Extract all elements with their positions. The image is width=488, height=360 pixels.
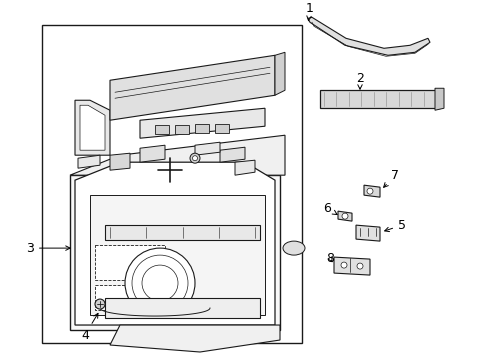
Text: 8: 8	[325, 252, 333, 265]
Polygon shape	[70, 175, 280, 330]
Polygon shape	[140, 145, 164, 162]
Polygon shape	[434, 88, 443, 110]
Polygon shape	[333, 257, 369, 275]
Polygon shape	[195, 142, 220, 155]
Polygon shape	[319, 90, 439, 108]
Polygon shape	[235, 160, 254, 175]
Circle shape	[132, 255, 187, 311]
Text: 6: 6	[323, 202, 336, 215]
Polygon shape	[140, 108, 264, 138]
Polygon shape	[105, 298, 260, 318]
Polygon shape	[75, 100, 110, 155]
Polygon shape	[274, 52, 285, 95]
Polygon shape	[80, 105, 105, 150]
Text: 4: 4	[81, 313, 98, 342]
Circle shape	[95, 299, 105, 309]
Polygon shape	[110, 325, 280, 352]
Polygon shape	[363, 185, 379, 197]
Bar	[175, 125, 189, 134]
Polygon shape	[90, 195, 264, 315]
Circle shape	[142, 265, 178, 301]
Text: 1: 1	[305, 2, 313, 21]
Bar	[95, 245, 164, 280]
Polygon shape	[220, 147, 244, 162]
Polygon shape	[355, 225, 379, 241]
Circle shape	[356, 263, 362, 269]
Bar	[195, 124, 208, 133]
Circle shape	[340, 262, 346, 268]
Bar	[215, 124, 228, 133]
Polygon shape	[78, 155, 100, 168]
Circle shape	[366, 188, 372, 194]
Polygon shape	[75, 162, 274, 325]
Text: 3: 3	[26, 242, 70, 255]
Polygon shape	[105, 225, 260, 240]
Polygon shape	[110, 153, 130, 170]
Polygon shape	[70, 135, 285, 175]
Ellipse shape	[283, 241, 305, 255]
Circle shape	[190, 153, 200, 163]
Circle shape	[192, 156, 197, 161]
Polygon shape	[110, 55, 274, 120]
Text: 5: 5	[384, 219, 405, 231]
Bar	[42, 25, 302, 343]
Circle shape	[125, 248, 195, 318]
Bar	[95, 285, 164, 310]
Circle shape	[341, 213, 347, 219]
Polygon shape	[337, 211, 351, 221]
Bar	[155, 125, 169, 134]
Polygon shape	[307, 17, 429, 55]
Text: 2: 2	[355, 72, 363, 89]
Text: 7: 7	[383, 169, 398, 187]
